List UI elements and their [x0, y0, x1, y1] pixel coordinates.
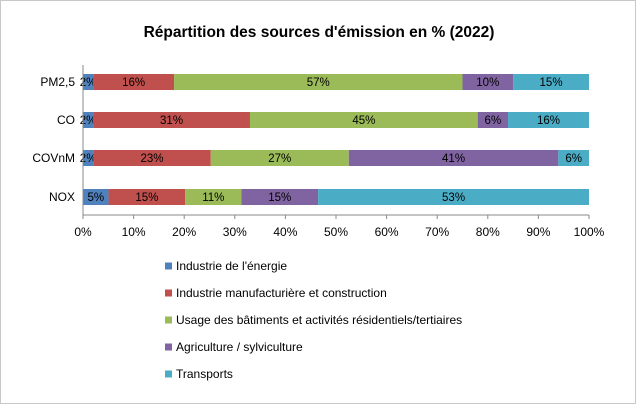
data-label: 15% — [268, 192, 291, 204]
axes-group: PM2,5 CO COVnM NOX 0% 10% 20% 30% 40% 50% 60% 70% 80… — [32, 65, 605, 239]
x-tick-label: 80% — [476, 225, 500, 239]
data-label: 41% — [442, 153, 465, 165]
x-tick-label: 0% — [74, 225, 92, 239]
x-tick-label: 40% — [273, 225, 297, 239]
bar-segment — [93, 112, 250, 128]
legend: Industrie de l'énergie Industrie manufact… — [165, 259, 462, 381]
bar-segment — [318, 189, 589, 205]
data-label: 16% — [122, 77, 145, 89]
legend-swatch — [165, 289, 172, 297]
bar-segment — [185, 189, 242, 205]
bar-segment — [174, 74, 463, 90]
bar-segment — [83, 189, 109, 205]
bar-segment — [508, 112, 589, 128]
data-label: 5% — [87, 192, 104, 204]
category-label: PM2,5 — [40, 75, 75, 89]
data-label: 15% — [135, 192, 158, 204]
data-label: 6% — [565, 153, 582, 165]
legend-swatch — [165, 262, 172, 270]
legend-item: Industrie manufacturière et construction — [176, 286, 387, 300]
bar-segment — [241, 189, 319, 205]
x-tick-label: 100% — [574, 225, 605, 239]
data-label: 57% — [307, 77, 330, 89]
bar-segment — [83, 150, 94, 166]
bar-segment — [93, 74, 175, 90]
data-label: 2% — [80, 153, 97, 165]
data-label: 27% — [268, 153, 291, 165]
legend-item: Industrie de l'énergie — [176, 259, 287, 273]
x-tick-label: 30% — [223, 225, 247, 239]
data-label: 45% — [352, 115, 375, 127]
x-tick-label: 60% — [375, 225, 399, 239]
data-label: 16% — [537, 115, 560, 127]
legend-swatch — [165, 343, 172, 351]
category-label: NOX — [49, 190, 75, 204]
x-tick-label: 90% — [526, 225, 550, 239]
bar-segment — [477, 112, 509, 128]
bar-segment — [210, 150, 349, 166]
data-label: 15% — [540, 77, 563, 89]
data-label: 53% — [442, 192, 465, 204]
data-label: 23% — [140, 153, 163, 165]
legend-swatch — [165, 370, 172, 378]
bars-group: 2% 16% 57% 10% 15% 2% 31% 45% 6% 16% 2% 23% 27% 41% 6%… — [80, 74, 589, 205]
legend-item: Transports — [176, 367, 233, 381]
legend-item: Usage des bâtiments et activités résiden… — [176, 313, 462, 327]
x-tick-label: 20% — [172, 225, 196, 239]
x-tick-label: 50% — [324, 225, 348, 239]
data-label: 2% — [80, 115, 97, 127]
bar-segment — [108, 189, 186, 205]
data-label: 31% — [160, 115, 183, 127]
x-tick-label: 10% — [122, 225, 146, 239]
bar-segment — [513, 74, 589, 90]
bar-segment — [558, 150, 589, 166]
data-label: 6% — [485, 115, 502, 127]
x-tick-label: 70% — [425, 225, 449, 239]
chart-title: Répartition des sources d'émission en % … — [144, 24, 495, 41]
data-label: 10% — [476, 77, 499, 89]
legend-item: Agriculture / sylviculture — [176, 340, 303, 354]
bar-segment — [249, 112, 478, 128]
data-label: 11% — [202, 192, 224, 204]
category-label: COVnM — [32, 151, 75, 165]
bar-segment — [348, 150, 559, 166]
bar-segment — [462, 74, 514, 90]
data-label: 2% — [80, 77, 97, 89]
bar-segment — [83, 74, 94, 90]
legend-swatch — [165, 316, 172, 324]
bar-segment — [83, 112, 94, 128]
bar-segment — [93, 150, 211, 166]
category-label: CO — [57, 113, 75, 127]
